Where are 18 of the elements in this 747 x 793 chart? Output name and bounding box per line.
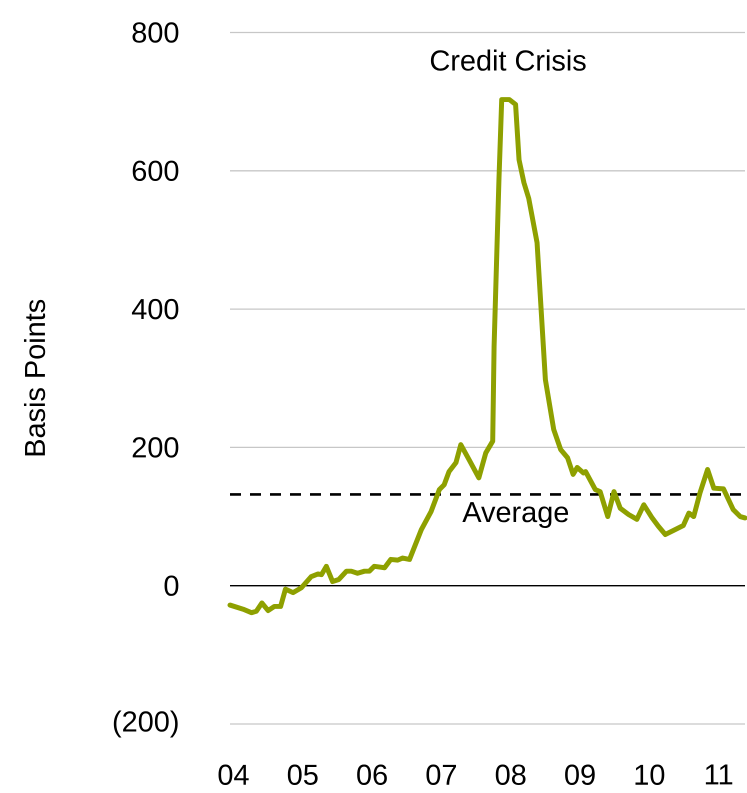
- y-tick-label: (200): [114, 710, 178, 738]
- x-tick-label: 04: [218, 764, 249, 785]
- x-tick-label: 05: [288, 764, 318, 785]
- annotation: Credit Crisis: [430, 50, 586, 71]
- x-tick-label: 10: [635, 764, 664, 785]
- x-tick-label: 07: [426, 764, 456, 785]
- x-tick-label: 06: [357, 764, 387, 785]
- x-tick-label: 09: [565, 764, 595, 785]
- y-tick-label: 0: [164, 575, 178, 596]
- line-series: [228, 97, 747, 616]
- y-tick-label: 400: [132, 298, 178, 320]
- y-tick-label: 800: [132, 22, 178, 43]
- y-axis-title: Basis Points: [24, 300, 46, 456]
- ref-line-label: Average: [462, 502, 568, 528]
- x-tick-label: 08: [496, 764, 526, 785]
- y-tick-label: 600: [132, 160, 178, 182]
- x-tick-label: 11: [706, 764, 732, 784]
- y-tick-label: 200: [132, 437, 178, 458]
